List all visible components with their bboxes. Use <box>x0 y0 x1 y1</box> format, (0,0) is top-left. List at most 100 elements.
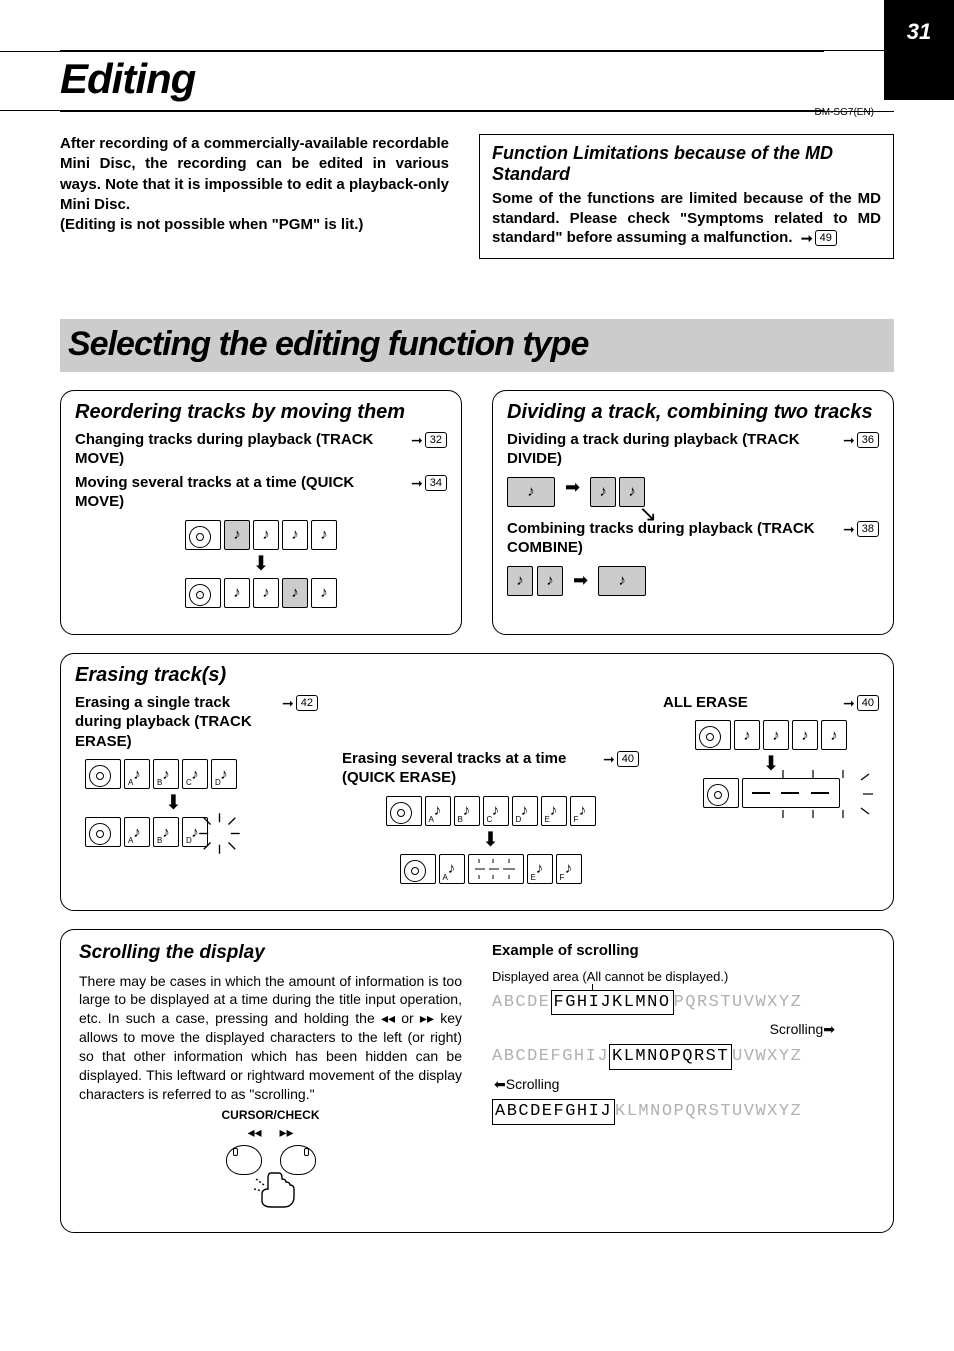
intro-right-body: Some of the functions are limited becaus… <box>492 189 881 248</box>
reorder-item1-label: Changing tracks during playback (TRACK M… <box>75 430 403 469</box>
intro-right-box: Function Limitations because of the MD S… <box>479 134 894 259</box>
reorder-diagram: ♪ ♪ ♪ ♪ ⬇ ♪ ♪ ♪ ♪ <box>75 520 447 608</box>
alpha-gray: PQRSTUVWXYZ <box>674 993 803 1012</box>
track-icon: ♪A <box>425 796 451 826</box>
erase-item1-label: Erasing a single track during playback (… <box>75 693 274 752</box>
pageref-40b: ➞40 <box>843 695 879 712</box>
scroll-text: There may be cases in which the amount o… <box>79 972 462 1104</box>
down-arrow-icon: ⬇ <box>253 554 270 574</box>
quick-erase-diagram: ♪A ♪B ♪C ♪D ♪E ♪F ⬇ ♪A <box>342 796 639 884</box>
pageref-34: ➞34 <box>411 475 447 492</box>
erase-item-2: Erasing several tracks at a time (QUICK … <box>342 749 639 788</box>
erase-col-mid: Erasing several tracks at a time (QUICK … <box>342 693 639 896</box>
alpha-gray: ABCDE <box>492 993 551 1012</box>
spark-icon <box>197 811 242 856</box>
cursor-symbols: ◂◂ ▸▸ <box>79 1124 462 1141</box>
track-icon: ♪ <box>507 566 533 596</box>
scroll-right: Example of scrolling Displayed area (All… <box>492 942 875 1214</box>
divide-box: Dividing a track, combining two tracks D… <box>492 390 894 635</box>
divide-diagram: ♪ ➡ ♪ ♪ ↘ <box>507 477 879 507</box>
pageref-40a: ➞40 <box>603 751 639 768</box>
divide-arrow-icon: ↘ <box>639 507 657 520</box>
title-bar: Editing <box>60 50 894 112</box>
track-icon: ♪ <box>224 520 250 550</box>
track-icon: ♪A <box>124 759 150 789</box>
combine-diagram: ♪ ♪ ➡ ♪ <box>507 566 879 596</box>
track-icon: ♪B <box>153 817 179 847</box>
track-icon: ♪ <box>792 720 818 750</box>
track-icon: ♪ <box>821 720 847 750</box>
example-title: Example of scrolling <box>492 942 875 959</box>
track-icon: ♪ <box>224 578 250 608</box>
track-erase-diagram: ♪A ♪B ♪C ♪D ⬇ ♪A ♪B ♪D <box>85 759 318 847</box>
alpha-gray: UVWXYZ <box>732 1047 802 1066</box>
intro-right-title: Function Limitations because of the MD S… <box>492 143 881 185</box>
fastforward-icon: ▸▸ <box>280 1124 294 1141</box>
track-icon: ♪ <box>282 520 308 550</box>
reorder-box: Reordering tracks by moving them Changin… <box>60 390 462 635</box>
minidisc-icon <box>400 854 436 884</box>
scrolling-left-label: ⬅Scrolling <box>492 1076 875 1093</box>
reorder-title: Reordering tracks by moving them <box>75 401 447 424</box>
alpha-visible: FGHIJKLMNO <box>551 990 674 1016</box>
minidisc-icon <box>185 578 221 608</box>
scroll-left: Scrolling the display There may be cases… <box>79 942 462 1214</box>
track-icon: ♪ <box>253 578 279 608</box>
erase-item-1: Erasing a single track during playback (… <box>75 693 318 752</box>
track-icon: ♪ <box>282 578 308 608</box>
page-number-tab: 31 <box>884 0 954 100</box>
scrolling-right-label: Scrolling➡ <box>492 1021 875 1038</box>
alpha-row-1: ABCDEFGHIJKLMNOPQRSTUVWXYZ <box>492 990 875 1016</box>
pageref-38: ➞38 <box>843 521 879 538</box>
track-icon: ♪ <box>598 566 646 596</box>
scroll-box: Scrolling the display There may be cases… <box>60 929 894 1233</box>
track-icon <box>468 854 524 884</box>
track-icon: ♪D <box>512 796 538 826</box>
track-icon: ♪ <box>507 477 555 507</box>
pageref-36: ➞36 <box>843 432 879 449</box>
erased-tracks-icon <box>471 857 521 881</box>
alpha-gray: KLMNOPQRSTUVWXYZ <box>615 1102 802 1121</box>
reorder-item-2: Moving several tracks at a time (QUICK M… <box>75 473 447 512</box>
track-icon: ♪ <box>311 578 337 608</box>
track-icon: ♪ <box>253 520 279 550</box>
track-icon: ♪A <box>439 854 465 884</box>
divide-item2-label: Combining tracks during playback (TRACK … <box>507 519 835 558</box>
track-icon: ♪A <box>124 817 150 847</box>
divide-item-2: Combining tracks during playback (TRACK … <box>507 519 879 558</box>
section-header-text: Selecting the editing function type <box>68 325 886 364</box>
track-icon: ♪C <box>483 796 509 826</box>
intro-note: (Editing is not possible when "PGM" is l… <box>60 216 363 233</box>
intro-row: After recording of a commercially-availa… <box>60 134 894 259</box>
rewind-icon: ◂◂ <box>247 1124 261 1141</box>
page-content: Editing After recording of a commerciall… <box>0 0 954 1273</box>
track-icon: ♪ <box>763 720 789 750</box>
pageref-32: ➞32 <box>411 432 447 449</box>
erase-item2-label: Erasing several tracks at a time (QUICK … <box>342 749 595 788</box>
track-icon: ♪ <box>311 520 337 550</box>
section-header: Selecting the editing function type <box>60 319 894 372</box>
track-icon: ♪F <box>556 854 582 884</box>
displayed-area-label: Displayed area (All cannot be displayed.… <box>492 969 875 984</box>
track-icon: ♪F <box>570 796 596 826</box>
intro-left: After recording of a commercially-availa… <box>60 134 449 259</box>
alpha-row-2: ABCDEFGHIJKLMNOPQRSTUVWXYZ <box>492 1044 875 1070</box>
page-title: Editing <box>60 55 894 103</box>
minidisc-icon <box>695 720 731 750</box>
alpha-visible: KLMNOPQRST <box>609 1044 732 1070</box>
down-arrow-icon: ⬇ <box>482 830 499 850</box>
pageref-42: ➞42 <box>282 695 318 712</box>
track-icon: ♪B <box>454 796 480 826</box>
track-icon: ♪E <box>527 854 553 884</box>
minidisc-icon <box>85 759 121 789</box>
cursor-check-label: CURSOR/CHECK <box>79 1108 462 1122</box>
erase-col-right: ALL ERASE ➞40 ♪ ♪ ♪ ♪ ⬇ <box>663 693 879 896</box>
knob-right-icon <box>280 1145 316 1175</box>
divide-item-1: Dividing a track during playback (TRACK … <box>507 430 879 469</box>
alpha-visible: ABCDEFGHIJ <box>492 1099 615 1125</box>
track-icon: ♪ <box>537 566 563 596</box>
down-arrow-icon: ⬇ <box>165 793 182 813</box>
reorder-item-1: Changing tracks during playback (TRACK M… <box>75 430 447 469</box>
knob-left-icon <box>226 1145 262 1175</box>
erase-col-left: Erasing a single track during playback (… <box>75 693 318 896</box>
